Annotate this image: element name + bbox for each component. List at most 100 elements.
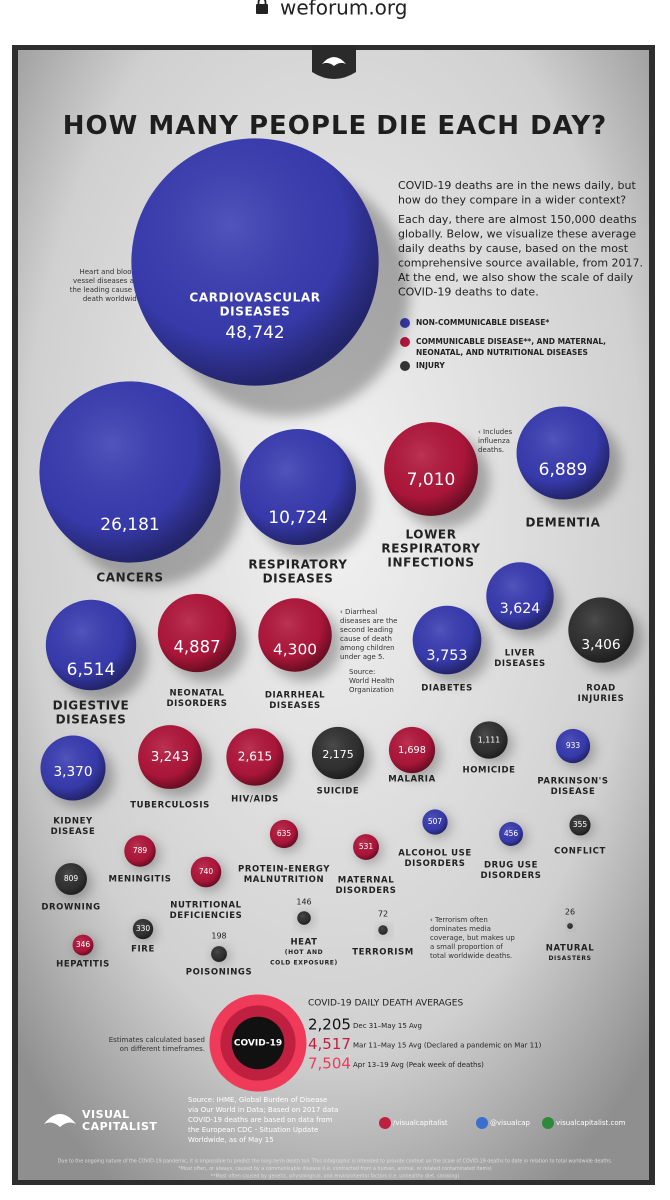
social-icon <box>542 1117 554 1129</box>
social-handle[interactable]: /visualcapitalist <box>393 1119 448 1127</box>
legend-label: INJURY <box>416 361 445 370</box>
bubble-shade <box>567 923 573 929</box>
intro-text: how do they compare in a wider context? <box>398 194 626 207</box>
bubble-value: 1,698 <box>398 745 426 756</box>
bubble-label: DISEASE <box>51 827 96 837</box>
covid-value: 4,517 <box>308 1035 351 1053</box>
bubble-label: DISORDERS <box>404 859 465 869</box>
bubble-label: DEMENTIA <box>525 516 600 530</box>
bubble-shade <box>297 911 311 925</box>
bubble-label: NEONATAL <box>169 689 224 699</box>
bubble-value: 4,300 <box>273 641 317 659</box>
bubble-shade <box>131 138 379 386</box>
bubble-value: 346 <box>76 940 91 949</box>
annotation: cause of death <box>340 635 392 643</box>
bubble-shade <box>516 406 610 500</box>
bubble-label: CONFLICT <box>554 847 606 857</box>
bubble-label: HEAT <box>290 938 317 948</box>
annotation: the leading cause of <box>70 286 142 294</box>
source-text: the European CDC - Situation Update <box>188 1126 318 1134</box>
bubble-label: DISEASES <box>269 701 321 711</box>
annotation: among children <box>340 644 395 652</box>
bubble-value: 2,615 <box>238 750 272 764</box>
bubble-value: 7,010 <box>407 470 456 490</box>
intro-text: Each day, there are almost 150,000 death… <box>398 213 637 226</box>
bubble-shade <box>499 822 523 846</box>
bubble-value: 3,753 <box>426 648 467 664</box>
social-handle[interactable]: visualcapitalist.com <box>556 1119 626 1127</box>
bubble-shade <box>211 946 227 962</box>
bubble-value: 789 <box>133 846 148 855</box>
bubble-value: 3,406 <box>581 637 620 653</box>
annotation: second leading <box>340 626 393 634</box>
annotation: a small proportion of <box>430 943 503 951</box>
source-text: Worldwide, as of May 15 <box>188 1136 274 1144</box>
fine-print: *Most often, or always, caused by a comm… <box>178 1166 491 1172</box>
source-text: via Our World in Data; Based on 2017 dat… <box>188 1106 338 1114</box>
bubbles: 48,742CARDIOVASCULARDISEASES26,181CANCER… <box>39 138 642 978</box>
bubble-shade <box>384 422 478 516</box>
title-part: HOW MANY PEOPLE <box>63 111 368 141</box>
bubble-value: 26,181 <box>100 515 159 535</box>
social-icon <box>476 1117 488 1129</box>
bubble-shade <box>568 597 634 663</box>
bubble-value: 330 <box>136 924 151 933</box>
bubble-label: MALNUTRITION <box>244 875 324 885</box>
bubble-label: DISASTERS <box>548 955 591 962</box>
bubble-value: 456 <box>504 829 519 838</box>
browser-bar <box>0 0 670 24</box>
bubble-label: DISEASES <box>220 305 291 319</box>
bubble-shade <box>72 934 94 956</box>
bubble-label: DISORDERS <box>166 699 227 709</box>
legend-label: NON-COMMUNICABLE DISEASE* <box>416 318 549 327</box>
annotation: ‹ Includes <box>478 428 513 436</box>
bubble-value: 2,175 <box>322 748 353 761</box>
bubble-label: MATERNAL <box>338 876 394 886</box>
covid-ring <box>231 1016 285 1070</box>
bubble-shade <box>269 819 299 849</box>
bubble-label: DISEASES <box>494 659 546 669</box>
bubble-label: RESPIRATORY <box>248 558 347 572</box>
annotation: deaths. <box>478 446 504 454</box>
bubble-value: 146 <box>296 898 311 907</box>
bubble-value: 6,514 <box>67 660 116 680</box>
covid-title: COVID-19 DAILY DEATH AVERAGES <box>308 999 463 1009</box>
bubble-label: FIRE <box>131 945 155 955</box>
bubble-shade <box>353 834 379 860</box>
bubble-value: 1,111 <box>478 736 500 745</box>
annotation: ‹ Terrorism often <box>430 916 488 924</box>
annotation: diseases are the <box>340 617 398 625</box>
social-icon <box>379 1117 391 1129</box>
bubble-label: MENINGITIS <box>109 875 172 885</box>
logo-tab <box>312 45 356 79</box>
bubble-label: MALARIA <box>388 775 436 785</box>
bubble-label: HOMICIDE <box>462 766 515 776</box>
bubble-label: ROAD <box>586 684 616 694</box>
bubble-label: KIDNEY <box>53 817 93 827</box>
bubble-shade <box>311 726 365 780</box>
bubble-shade <box>45 599 137 691</box>
bubble-value: 531 <box>359 842 374 851</box>
bubble-shade <box>132 918 154 940</box>
bubble-label: INFECTIONS <box>387 556 474 570</box>
bubble-value: 4,887 <box>173 638 220 657</box>
url[interactable]: weforum.org <box>280 0 407 20</box>
covid-value: 2,205 <box>308 1016 351 1034</box>
social-handle[interactable]: @visualcap <box>490 1119 531 1127</box>
annotation: total worldwide deaths. <box>430 952 512 960</box>
bubble-shade <box>555 728 591 764</box>
bubble-label: (HOT AND <box>285 949 324 956</box>
bubble-label: HIV/AIDS <box>231 795 279 805</box>
bubble-shade <box>378 925 388 935</box>
bubble-label: DIARRHEAL <box>265 691 325 701</box>
lock-icon <box>256 0 268 14</box>
bubble-label: NATURAL <box>546 944 594 954</box>
source-text: COVID-19 deaths are based on data from <box>188 1116 333 1124</box>
main-title: HOW MANY PEOPLE DIE EACH DAY? <box>63 111 607 141</box>
bubble-label: DRUG USE <box>484 861 538 871</box>
legend-dot <box>400 361 410 371</box>
annotation: ‹ Diarrheal <box>340 608 377 616</box>
bubble-value: 10,724 <box>268 508 327 528</box>
annotation: dominates media <box>430 925 491 933</box>
bubble-label: LIVER <box>505 649 536 659</box>
